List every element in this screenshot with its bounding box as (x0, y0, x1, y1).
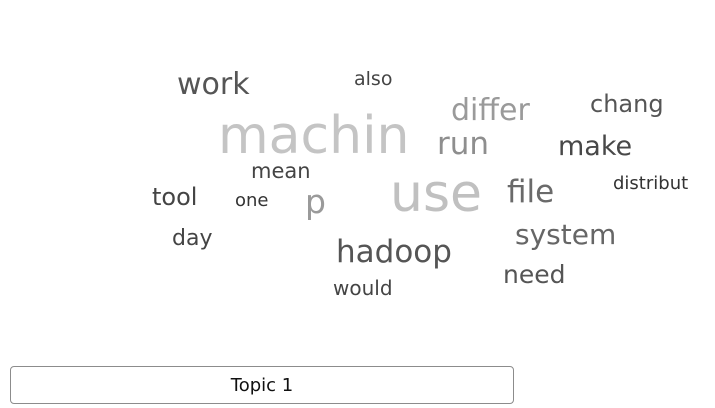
word-need: need (503, 260, 566, 289)
word-p: p (305, 182, 326, 221)
word-make: make (558, 131, 633, 162)
word-machin: machin (218, 106, 410, 166)
word-cloud: machin use work also differ chang run ma… (152, 67, 689, 300)
word-would: would (333, 276, 393, 300)
topic-selector-button[interactable]: Topic 1 (10, 366, 514, 404)
word-mean: mean (251, 159, 311, 183)
word-distribut: distribut (613, 173, 689, 194)
word-use: use (390, 164, 483, 224)
word-day: day (172, 226, 213, 251)
word-file: file (507, 174, 555, 210)
word-differ: differ (451, 93, 530, 128)
topic-selector-label: Topic 1 (230, 374, 294, 396)
word-one: one (235, 190, 269, 211)
word-hadoop: hadoop (336, 234, 452, 270)
word-run: run (437, 126, 490, 162)
word-work: work (177, 67, 250, 102)
word-chang: chang (590, 90, 664, 118)
word-system: system (515, 218, 617, 251)
word-also: also (354, 68, 393, 90)
word-tool: tool (152, 183, 198, 211)
